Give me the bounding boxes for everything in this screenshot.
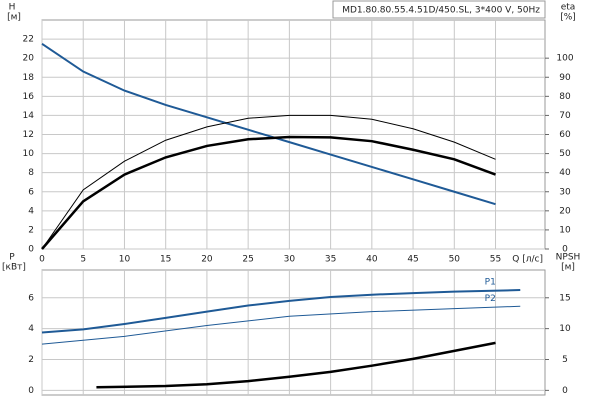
y2-tick-label: 50 bbox=[559, 149, 571, 159]
curve bbox=[41, 305, 521, 345]
y-tick-label: 4 bbox=[28, 324, 34, 334]
y-axis-unit: [м] bbox=[7, 13, 21, 23]
y2-tick-label: 0 bbox=[562, 386, 568, 396]
y2-axis-label: NPSH bbox=[556, 253, 581, 263]
y2-tick-label: 5 bbox=[562, 355, 568, 365]
title-box bbox=[332, 0, 546, 19]
x-axis-label: Q [л/с] bbox=[512, 255, 543, 265]
curve bbox=[41, 135, 496, 250]
y-tick-label: 22 bbox=[23, 35, 34, 45]
y2-tick-label: 60 bbox=[559, 130, 571, 140]
y-tick-label: 6 bbox=[28, 187, 34, 197]
x-tick-label: 0 bbox=[39, 255, 45, 265]
y-tick-label: 10 bbox=[23, 149, 35, 159]
y2-tick-label: 10 bbox=[559, 324, 571, 334]
y2-axis-label: eta bbox=[561, 3, 576, 13]
x-tick-label: 30 bbox=[284, 255, 296, 265]
y-tick-label: 18 bbox=[23, 73, 35, 83]
y-tick-label: 2 bbox=[28, 355, 34, 365]
y2-axis-unit: [%] bbox=[560, 13, 576, 23]
y-tick-label: 2 bbox=[28, 225, 34, 235]
curve-label: P1 bbox=[485, 278, 496, 288]
y2-tick-label: 70 bbox=[559, 111, 571, 121]
y2-tick-label: 0 bbox=[562, 245, 568, 255]
curve bbox=[96, 341, 496, 389]
y-tick-label: 0 bbox=[28, 245, 34, 255]
y2-tick-label: 20 bbox=[559, 206, 571, 216]
x-tick-label: 20 bbox=[201, 255, 213, 265]
curve bbox=[41, 114, 496, 250]
y-axis-unit: [кВт] bbox=[2, 263, 26, 273]
x-tick-label: 55 bbox=[490, 255, 501, 265]
y2-axis-unit: [м] bbox=[561, 263, 575, 273]
y-axis-label: H bbox=[9, 3, 16, 13]
curve bbox=[41, 289, 521, 334]
x-tick-label: 25 bbox=[242, 255, 253, 265]
x-tick-label: 15 bbox=[160, 255, 171, 265]
y-tick-label: 0 bbox=[28, 386, 34, 396]
x-tick-label: 5 bbox=[80, 255, 86, 265]
x-tick-label: 50 bbox=[449, 255, 461, 265]
x-tick-label: 10 bbox=[119, 255, 131, 265]
y-axis-label: P bbox=[9, 253, 15, 263]
chart-title: MD1.80.80.55.4.51D/450.SL, 3*400 V, 50Hz bbox=[342, 6, 540, 16]
y2-tick-label: 10 bbox=[559, 225, 571, 235]
y2-tick-label: 100 bbox=[556, 54, 573, 64]
y2-tick-label: 80 bbox=[559, 92, 571, 102]
y-tick-label: 16 bbox=[23, 92, 35, 102]
y-tick-label: 4 bbox=[28, 206, 34, 216]
y2-tick-label: 15 bbox=[559, 293, 570, 303]
x-tick-label: 35 bbox=[325, 255, 336, 265]
x-tick-label: 40 bbox=[366, 255, 378, 265]
y2-tick-label: 40 bbox=[559, 168, 571, 178]
y-tick-label: 20 bbox=[23, 54, 35, 64]
y-tick-label: 12 bbox=[23, 130, 34, 140]
curve bbox=[41, 43, 496, 206]
y-tick-label: 8 bbox=[28, 168, 34, 178]
x-tick-label: 45 bbox=[407, 255, 418, 265]
y-tick-label: 14 bbox=[23, 111, 35, 121]
y2-tick-label: 30 bbox=[559, 187, 571, 197]
y2-tick-label: 90 bbox=[559, 73, 571, 83]
y-tick-label: 6 bbox=[28, 293, 34, 303]
curve-label: P2 bbox=[485, 294, 496, 304]
